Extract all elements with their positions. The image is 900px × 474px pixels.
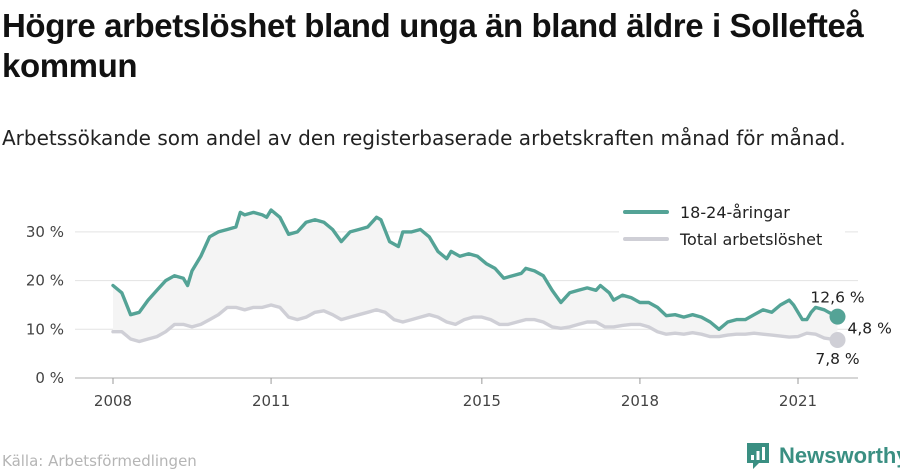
- x-tick-label: 2011: [252, 392, 290, 410]
- legend-label: Total arbetslöshet: [679, 230, 822, 249]
- y-tick-label: 20 %: [26, 272, 64, 290]
- x-tick-label: 2008: [94, 392, 132, 410]
- end-dot-youth: [829, 308, 846, 325]
- y-tick-label: 30 %: [26, 223, 64, 241]
- series-line-total: [111, 303, 840, 344]
- brand-name: Newsworthy: [779, 443, 900, 468]
- annotation-difference-value: 4,8 %: [848, 319, 892, 337]
- x-tick-label: 2018: [621, 392, 659, 410]
- x-tick-label: 2015: [463, 392, 501, 410]
- annotation-total-value: 7,8 %: [815, 350, 859, 368]
- brand-logo: Newsworthy: [745, 440, 900, 472]
- chart-title: Högre arbetslöshet bland unga än bland ä…: [2, 7, 864, 84]
- y-tick-label: 10 %: [26, 320, 64, 338]
- newsworthy-logo-icon: [747, 443, 769, 469]
- line-chart: 0 % 10 % 20 % 30 % 2008 2011 2015 2018 2021 12,6 …: [26, 199, 892, 410]
- x-tick-label: 2021: [779, 392, 817, 410]
- annotation-youth-value: 12,6 %: [810, 289, 864, 307]
- series-line-youth: [111, 208, 840, 331]
- end-dot-total: [829, 332, 846, 349]
- source-note: Källa: Arbetsförmedlingen: [2, 452, 197, 470]
- chart-subtitle: Arbetssökande som andel av den registerb…: [2, 126, 846, 150]
- legend-label: 18-24-åringar: [680, 203, 790, 222]
- y-tick-label: 0 %: [35, 369, 64, 387]
